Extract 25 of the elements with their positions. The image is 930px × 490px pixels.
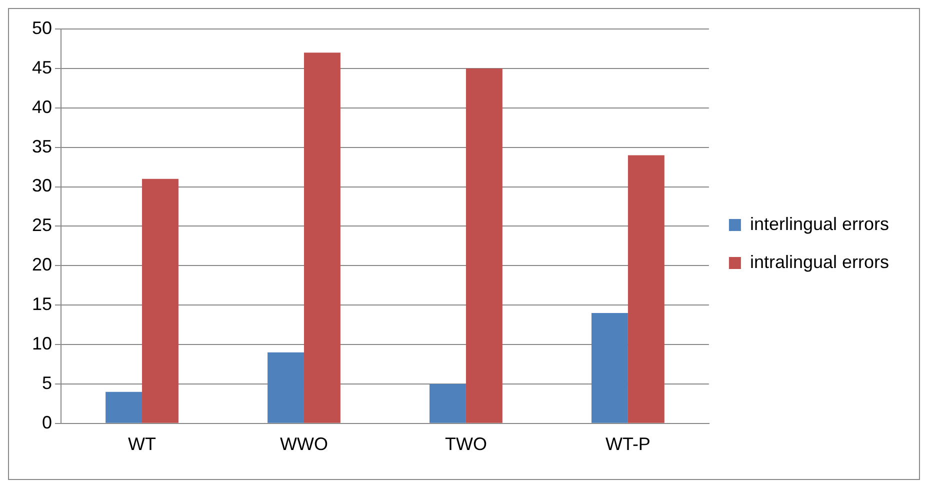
x-tick-label: WT (128, 434, 156, 454)
x-tick-label: WT-P (605, 434, 650, 454)
y-tick-label: 0 (42, 412, 52, 432)
y-tick-label: 30 (32, 176, 52, 196)
bar (304, 52, 340, 423)
legend-label: intralingual errors (750, 252, 889, 272)
y-tick-label: 25 (32, 215, 52, 236)
bar (106, 392, 142, 423)
x-tick-label: WWO (280, 434, 328, 454)
y-tick-label: 40 (32, 96, 52, 117)
y-tick-label: 20 (32, 254, 52, 275)
bar (268, 352, 304, 423)
y-tick-label: 15 (32, 294, 52, 314)
bar (628, 155, 664, 423)
y-tick-label: 35 (32, 136, 52, 156)
y-tick-label: 45 (32, 57, 52, 78)
y-tick-label: 5 (42, 372, 52, 393)
legend-label: interlingual errors (750, 214, 889, 234)
bar (466, 68, 502, 423)
y-tick-label: 10 (32, 333, 52, 354)
y-tick-label: 50 (32, 18, 52, 38)
bar (592, 312, 628, 423)
x-tick-label: TWO (444, 434, 487, 454)
bar (142, 178, 178, 423)
bar (430, 384, 466, 423)
